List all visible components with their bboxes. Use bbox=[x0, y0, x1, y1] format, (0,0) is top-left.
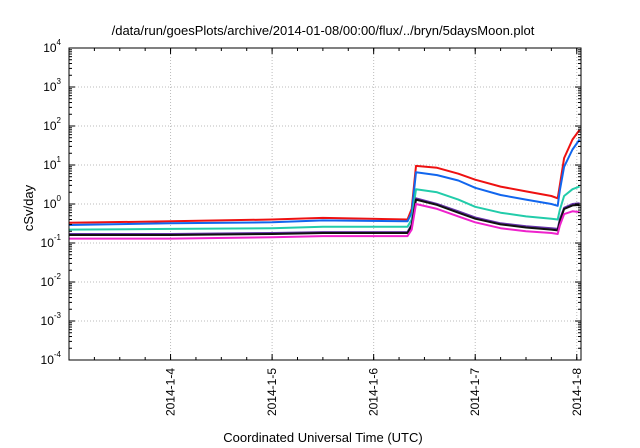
x-axis-label: Coordinated Universal Time (UTC) bbox=[223, 430, 422, 445]
y-tick-label: 10-2 bbox=[41, 272, 62, 289]
y-tick-label: 10-1 bbox=[41, 233, 62, 250]
y-tick-label: 103 bbox=[43, 77, 61, 94]
series-line-3 bbox=[68, 185, 580, 231]
chart-title: /data/run/goesPlots/archive/2014-01-08/0… bbox=[112, 23, 535, 38]
x-tick-label: 2014-1-5 bbox=[265, 368, 279, 416]
ticks bbox=[68, 47, 581, 361]
x-tick-label: 2014-1-8 bbox=[570, 368, 584, 416]
y-tick-label: 10-4 bbox=[41, 350, 62, 367]
x-tick-label: 2014-1-4 bbox=[164, 368, 178, 416]
grid bbox=[69, 48, 581, 360]
x-tick-label: 2014-1-6 bbox=[367, 368, 381, 416]
y-tick-label: 104 bbox=[43, 38, 61, 55]
series-line-2 bbox=[68, 138, 581, 226]
x-tick-label: 2014-1-7 bbox=[468, 368, 482, 416]
y-tick-label: 100 bbox=[43, 194, 61, 211]
y-axis-label: cSv/day bbox=[21, 184, 36, 231]
series-line-1 bbox=[68, 129, 581, 224]
y-tick-label: 101 bbox=[43, 155, 61, 172]
series-line-5 bbox=[69, 198, 580, 236]
y-tick-label: 102 bbox=[43, 116, 61, 133]
series-group bbox=[68, 129, 581, 240]
series-line-6 bbox=[69, 203, 580, 240]
y-tick-label: 10-3 bbox=[41, 311, 62, 328]
x-tick-labels: 2014-1-4 2014-1-5 2014-1-6 2014-1-7 2014-1-8 bbox=[164, 368, 584, 416]
y-tick-labels: 10-4 10-3 10-2 10-1 100 101 102 103 104 bbox=[41, 38, 62, 367]
